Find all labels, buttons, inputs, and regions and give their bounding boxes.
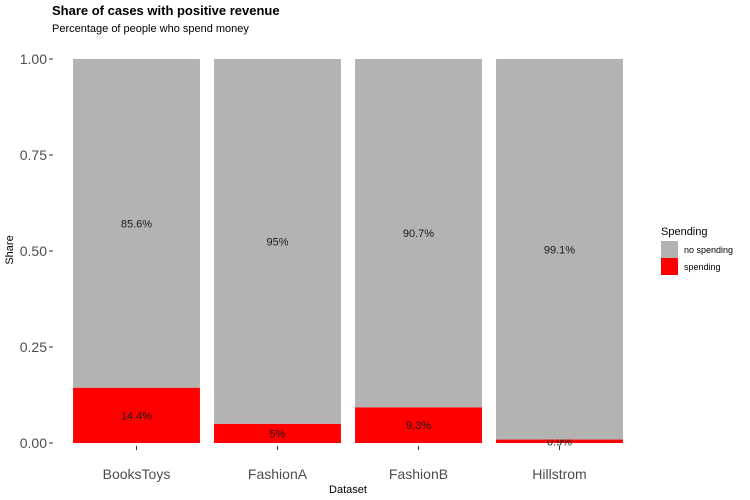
data-label: 5% [270, 428, 286, 440]
bar-no-spending [214, 59, 341, 424]
legend-swatch [661, 241, 678, 258]
chart-title: Share of cases with positive revenue [52, 3, 280, 18]
legend-item-label: no spending [684, 245, 733, 255]
x-tick-label: Hillstrom [532, 466, 586, 482]
bar-no-spending [355, 59, 482, 408]
bar-spending [496, 439, 623, 443]
x-tick-label: FashionB [389, 466, 448, 482]
bar-spending [73, 387, 200, 443]
data-label: 90.7% [403, 228, 434, 240]
y-axis-label: Share [4, 235, 16, 264]
data-label: 95% [266, 236, 288, 248]
y-tick-label: 0.50 [20, 243, 47, 259]
x-axis: BooksToys FashionA FashionB Hillstrom [103, 446, 587, 482]
data-label: 9.3% [406, 420, 431, 432]
chart-subtitle: Percentage of people who spend money [52, 23, 249, 35]
bar-no-spending [73, 59, 200, 388]
x-tick-label: BooksToys [103, 466, 171, 482]
legend: Spending no spending spending [661, 226, 733, 275]
bar-no-spending [496, 59, 623, 440]
x-tick-label: FashionA [248, 466, 308, 482]
legend-swatch [661, 258, 678, 275]
y-axis: 0.00 0.25 0.50 0.75 1.00 [20, 51, 53, 451]
data-label: 14.4% [121, 410, 152, 422]
x-axis-label: Dataset [329, 484, 367, 496]
y-tick-label: 0.75 [20, 147, 47, 163]
legend-title: Spending [661, 226, 708, 238]
data-label: 99.1% [544, 244, 575, 256]
y-tick-label: 1.00 [20, 51, 47, 67]
bars: 14.4%85.6%5%95%9.3%90.7%0.9%99.1% [73, 59, 623, 448]
data-label: 85.6% [121, 218, 152, 230]
legend-item-label: spending [684, 262, 721, 272]
y-tick-label: 0.25 [20, 339, 47, 355]
bar-spending [214, 423, 341, 443]
bar-spending [355, 407, 482, 443]
y-tick-label: 0.00 [20, 435, 47, 451]
